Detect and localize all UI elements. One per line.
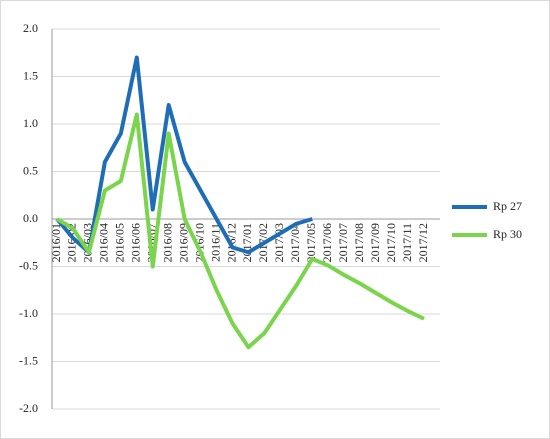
x-tick-label: 2016/08: [160, 223, 174, 262]
x-tick-label: 2016/04: [97, 223, 111, 262]
legend-label: Rp 27: [493, 199, 522, 213]
y-tick-label: -1.0: [19, 306, 38, 320]
x-tick-label: 2017/11: [400, 223, 414, 262]
y-tick-label: 1.5: [23, 68, 38, 82]
x-tick-label: 2017/06: [320, 223, 334, 262]
y-tick-label: 0.0: [23, 211, 38, 225]
x-tick-label: 2016/01: [49, 223, 63, 262]
x-tick-label: 2017/10: [384, 223, 398, 262]
x-tick-label: 2016/09: [176, 223, 190, 262]
x-tick-label: 2017/01: [240, 223, 254, 262]
x-tick-label: 2017/08: [352, 223, 366, 262]
y-tick-label: 1.0: [23, 116, 38, 130]
x-tick-label: 2017/09: [368, 223, 382, 262]
legend-label: Rp 30: [493, 227, 522, 241]
x-tick-label: 2017/05: [304, 223, 318, 262]
y-tick-label: -0.5: [19, 258, 38, 272]
x-tick-label: 2017/12: [416, 223, 430, 262]
y-tick-label: 0.5: [23, 163, 38, 177]
x-tick-label: 2017/04: [288, 223, 302, 262]
y-tick-label: -1.5: [19, 353, 38, 367]
x-tick-label: 2016/06: [129, 223, 143, 262]
y-tick-label: -2.0: [19, 401, 38, 415]
series-line: [55, 112, 425, 350]
x-tick-label: 2017/07: [336, 223, 350, 262]
x-tick-label: 2016/05: [113, 223, 127, 262]
series-line: [55, 55, 313, 255]
y-tick-label: 2.0: [23, 21, 38, 35]
x-tick-label: 2016/11: [208, 223, 222, 262]
